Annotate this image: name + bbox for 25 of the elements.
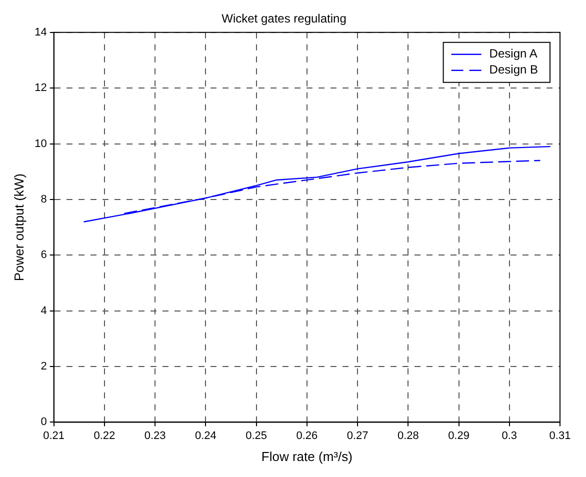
x-tick-label: 0.21 [43, 430, 65, 442]
x-tick-label: 0.29 [448, 430, 470, 442]
y-tick-label: 4 [40, 304, 47, 317]
line-series [124, 160, 540, 214]
y-tick-label: 12 [34, 82, 47, 94]
y-tick-label: 2 [40, 360, 47, 373]
x-tick-label: 0.27 [346, 430, 368, 442]
legend-label: Design A [489, 46, 538, 61]
x-tick-label: 0.25 [246, 430, 268, 442]
y-tick-label: 0 [40, 416, 47, 428]
y-tick-label: 10 [34, 138, 47, 150]
legend-label: Design B [489, 62, 538, 77]
x-tick-label: 0.24 [194, 430, 216, 442]
y-tick-label: 6 [40, 249, 47, 262]
x-tick-label: 0.3 [502, 430, 518, 442]
x-tick-label: 0.31 [549, 430, 571, 442]
chart-title: Wicket gates regulating [222, 12, 346, 26]
x-tick-label: 0.26 [296, 430, 318, 442]
y-axis-title: Power output (kW) [11, 173, 26, 282]
y-tick-label: 14 [34, 26, 47, 38]
x-tick-label: 0.22 [94, 430, 116, 442]
x-tick-label: 0.23 [144, 430, 166, 442]
x-axis-title: Flow rate (m³/s) [261, 448, 352, 464]
y-tick-label: 8 [40, 193, 47, 206]
x-tick-label: 0.28 [397, 430, 419, 442]
